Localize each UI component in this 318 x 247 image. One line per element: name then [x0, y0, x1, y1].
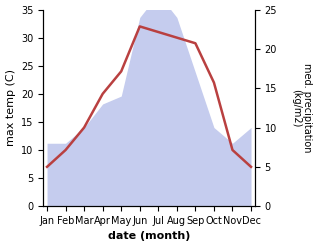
Y-axis label: max temp (C): max temp (C): [5, 69, 16, 146]
X-axis label: date (month): date (month): [108, 231, 190, 242]
Y-axis label: med. precipitation
(kg/m2): med. precipitation (kg/m2): [291, 63, 313, 153]
